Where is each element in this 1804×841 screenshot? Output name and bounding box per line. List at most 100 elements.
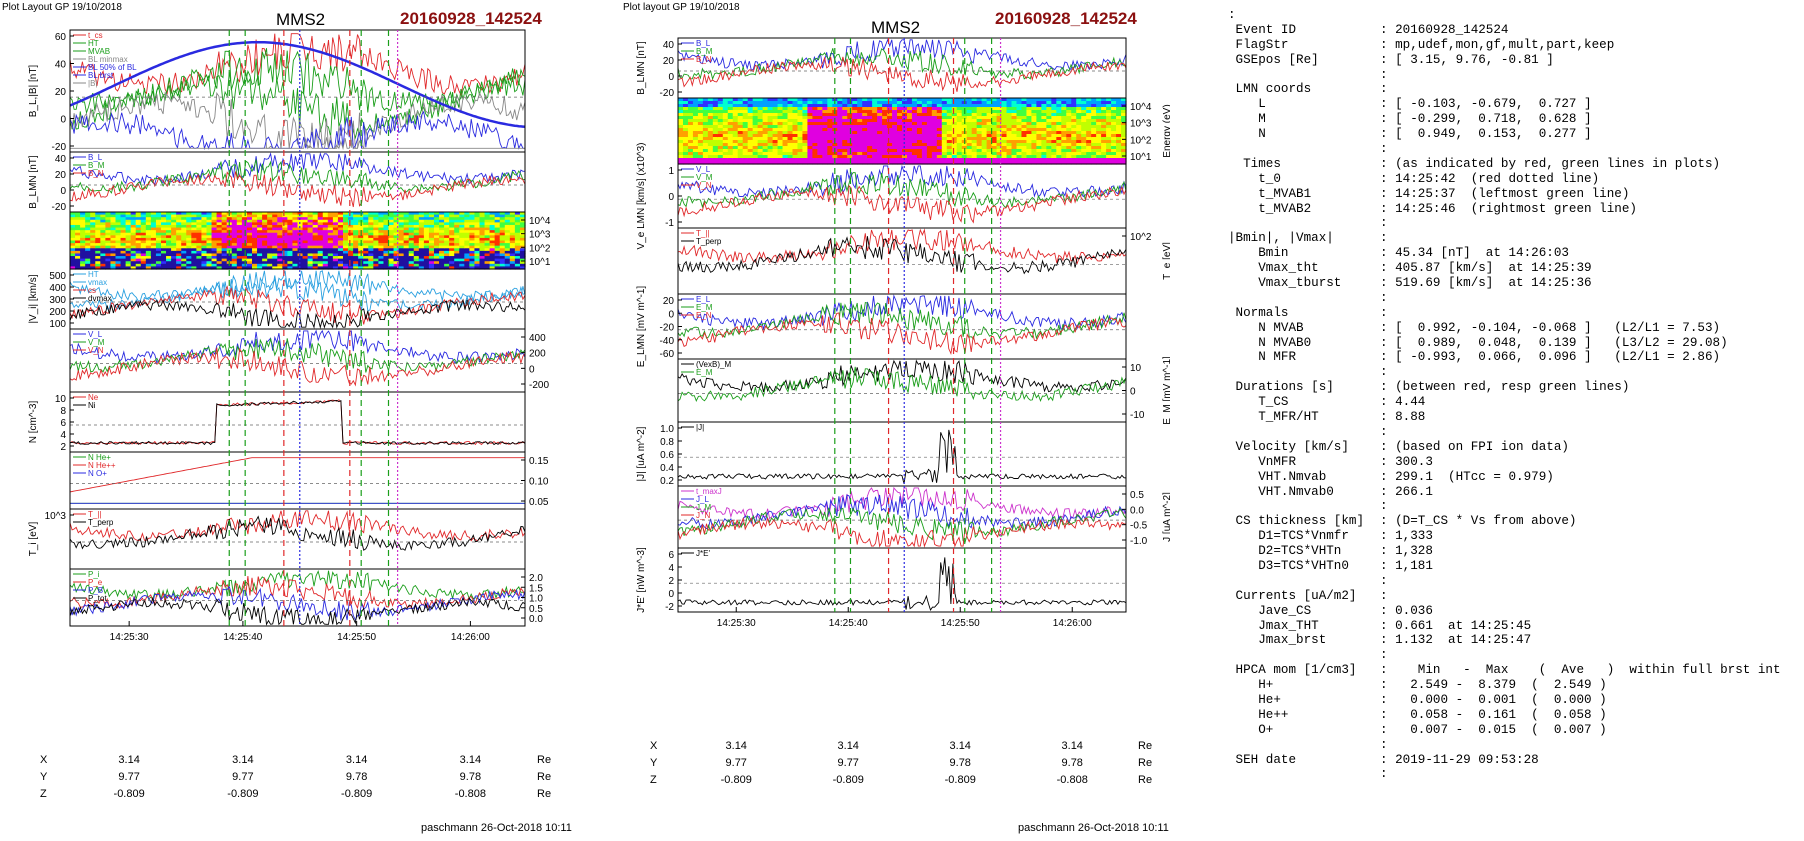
info-line: : [1228,216,1798,231]
info-line: Normals: [1228,306,1798,321]
center-right-tick: 10 [1130,363,1142,374]
info-line: : [1228,365,1798,380]
series-line [69,596,526,626]
info-key: Bmin [1228,246,1289,261]
center-ylabel: J [uA m^-2] [1162,492,1170,542]
center-left-tick: 0 [668,192,674,203]
center-ylabel: E_LMN [mV m^-1] [636,286,647,368]
center-left-tick: 0 [668,589,674,600]
center-right-tick: -0.5 [1130,521,1148,532]
info-line: N MVAB: [ 0.992, -0.104, -0.068 ] (L2/L1… [1228,321,1798,336]
coord-value: 3.14 [232,754,254,766]
info-value: : 14:25:42 (red dotted line) [1380,171,1600,186]
left-left-tick: 60 [55,32,67,43]
center-panel-te: 10^2 T_e [eV] T_||T_perp [677,227,1170,295]
coord-row-label: Z [40,788,47,800]
left-legend-entry: P_tot [88,594,107,603]
coord-value: 9.77 [232,771,254,783]
info-key: N MFR [1228,350,1297,365]
center-panel-ve: 1 0 -1 V_e LMN [km/s] (x10^3) V_LV_MV_N [636,143,1127,249]
info-value: : [1380,737,1388,752]
series-line [677,184,1127,224]
info-key: N MVAB [1228,320,1304,335]
info-value: : [ 3.15, 9.76, -0.81 ] [1380,52,1554,67]
series-line [69,510,526,542]
info-value: : mp,udef,mon,gf,mult,part,keep [1380,37,1615,52]
coord-value: -0.809 [720,774,752,786]
info-line: : [1228,8,1798,23]
series-line [69,399,526,446]
left-ylabel: T_i [eV] [28,522,39,557]
info-line: VnMFR: 300.3 [1228,455,1798,470]
event-info-text: : Event ID: 20160928_142524 FlagStr: mp,… [1228,8,1798,798]
coord-value: 3.14 [1061,740,1083,752]
info-line: : [1228,648,1798,663]
series-line [677,236,1127,275]
coord-value: 9.78 [949,757,971,769]
left-left-tick: 20 [55,87,67,98]
left-legend-entry: V_N [88,346,104,355]
center-left-tick: 0 [668,72,674,83]
info-line: : [1228,68,1798,83]
center-event-id: 20160928_142524 [995,9,1137,28]
info-value: : 0.036 [1380,603,1433,618]
center-panel-em: 10 0 -10 E_M [mV m^-1] (VexB)_ME_M [677,356,1170,425]
left-left-tick: 10 [55,394,67,405]
left-legend-entry: N O+ [88,469,107,478]
info-value: : 2019-11-29 09:53:28 [1380,752,1539,767]
left-left-tick: 10^3 [45,511,67,522]
left-event-id: 20160928_142524 [400,9,542,28]
left-legend-entry: dvmax [88,294,112,303]
center-ylabel: B_LMN [nT] [636,41,647,95]
left-footer: paschmann 26-Oct-2018 10:11 [421,822,572,834]
info-key: LMN coords [1228,82,1312,97]
left-legend-entry: Ni [88,401,96,410]
center-time-tick: 14:25:50 [941,618,980,629]
center-legend-entry: E_M [696,368,713,377]
center-right-tick: 10^1 [1130,152,1152,163]
series-line [70,137,525,151]
left-legend-entry: t_cs [88,31,103,40]
left-legend-entry: cs [88,286,96,295]
left-layout-note: Plot Layout GP 19/10/2018 [2,2,122,13]
info-key: D1=TCS*Vnmfr [1228,529,1349,544]
info-value: : [1380,67,1388,82]
center-time-tick: 14:26:00 [1053,618,1092,629]
info-line: LMN coords: [1228,82,1798,97]
info-line: D1=TCS*Vnmfr: 1,333 [1228,529,1798,544]
info-key: Times [1228,156,1281,171]
left-left-tick: 200 [49,307,66,318]
info-key: Normals [1228,305,1289,320]
center-legend-entry: E_L [696,295,711,304]
coord-value: 3.14 [345,754,368,766]
left-legend-entry: MVAB [88,47,110,56]
left-panel-frame [69,328,526,393]
left-time-tick: 14:25:40 [223,632,262,643]
left-left-tick: 0 [60,115,66,126]
center-left-tick: 1 [668,166,674,177]
info-line: D2=TCS*VHTn: 1,328 [1228,544,1798,559]
info-value: : [1380,648,1388,663]
left-ylabel: B_LMN [nT] [28,155,39,209]
left-right-tick: 400 [529,333,546,344]
info-line: D3=TCS*VHTn0: 1,181 [1228,559,1798,574]
info-key: N MVAB0 [1228,335,1312,350]
info-line: T_CS: 4.44 [1228,395,1798,410]
series-line [69,298,526,329]
info-value: : 2.549 - 8.379 ( 2.549 ) [1380,678,1607,693]
info-line: : [1228,142,1798,157]
center-right-tick: 0 [1130,387,1136,398]
info-key: T_MFR/HT [1228,410,1319,425]
left-legend-entry: HT [88,270,99,279]
left-right-tick: 1.0 [529,594,543,605]
info-value: : [ -0.299, 0.718, 0.628 ] [1380,112,1592,127]
info-key: SEH date [1228,752,1297,767]
center-ylabel: J*E' [nW m^-3] [636,547,647,613]
info-key: Vmax_tht [1228,261,1319,276]
left-left-tick: -20 [52,202,67,213]
left-left-tick: 20 [55,170,67,181]
center-right-tick: 0.0 [1130,505,1144,516]
series-line [677,228,1127,265]
